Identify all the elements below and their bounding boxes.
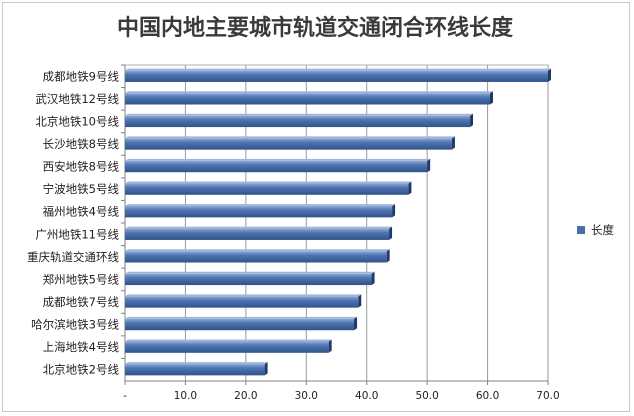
- bar: [125, 91, 493, 105]
- bar: [125, 362, 268, 376]
- x-tick-label: 40.0: [355, 390, 378, 402]
- bar-end-cap: [489, 91, 493, 105]
- category-label: 上海地铁4号线: [43, 340, 120, 354]
- bar-top-face: [125, 316, 358, 319]
- bar: [125, 249, 390, 263]
- category-label: 长沙地铁8号线: [43, 137, 120, 151]
- bar-face: [125, 318, 355, 331]
- category-label: 成都地铁9号线: [43, 69, 120, 83]
- bar-end-cap: [470, 113, 474, 128]
- bar-face: [125, 206, 393, 218]
- bar: [125, 339, 332, 353]
- category-label: 北京地铁2号线: [43, 363, 120, 377]
- bar-end-cap: [408, 181, 412, 195]
- x-tick-label: 70.0: [536, 390, 559, 402]
- bar-face: [125, 183, 409, 195]
- bar-face: [125, 93, 490, 105]
- x-tick-label: 50.0: [415, 390, 438, 402]
- category-label: 北京地铁10号线: [35, 114, 119, 128]
- bar-end-cap: [392, 204, 396, 218]
- bar: [125, 294, 362, 308]
- x-tick-label: -: [123, 390, 127, 402]
- bar: [125, 181, 412, 195]
- legend-swatch: [577, 226, 585, 234]
- bar-face: [125, 228, 390, 240]
- bar-top-face: [125, 294, 362, 297]
- category-label: 重庆轨道交通环线: [27, 250, 119, 264]
- chart-frame: 中国内地主要城市轨道交通闭合环线长度 - 10.0 20.0 30.0 40.0 50.0…: [2, 2, 630, 412]
- category-label: 西安地铁8号线: [43, 160, 120, 174]
- category-label: 郑州地铁5号线: [43, 272, 120, 286]
- bar-top-face: [125, 113, 474, 116]
- bar-top-face: [125, 204, 396, 207]
- bar-face: [125, 364, 265, 376]
- x-tick-label: 60.0: [476, 390, 499, 402]
- bar-top-face: [125, 226, 393, 229]
- bar-top-face: [125, 91, 493, 94]
- category-label: 广州地铁11号线: [35, 227, 119, 241]
- category-label: 成都地铁7号线: [43, 295, 120, 309]
- bar-face: [125, 273, 372, 286]
- chart-title: 中国内地主要城市轨道交通闭合环线长度: [117, 15, 514, 41]
- bar: [125, 226, 393, 240]
- bar-end-cap: [354, 316, 358, 331]
- bar-top-face: [125, 136, 455, 139]
- bar-end-cap: [358, 294, 362, 308]
- bar-end-cap: [328, 339, 332, 353]
- x-tick-label: 20.0: [234, 390, 257, 402]
- bar-end-cap: [386, 249, 390, 263]
- bar-end-cap: [264, 362, 268, 376]
- bar-face: [125, 115, 471, 128]
- bar-top-face: [125, 362, 268, 365]
- bar-end-cap: [548, 68, 551, 82]
- bar: [125, 204, 396, 218]
- legend-label: 长度: [591, 223, 614, 237]
- bar-face: [125, 160, 428, 173]
- bar: [125, 158, 431, 173]
- bar-end-cap: [451, 136, 455, 150]
- bar-end-cap: [389, 226, 393, 240]
- bar: [125, 271, 375, 286]
- bar-top-face: [125, 339, 332, 342]
- category-label: 武汉地铁12号线: [35, 92, 119, 106]
- bar-end-cap: [427, 158, 431, 173]
- bar: [125, 316, 358, 331]
- bar-face: [125, 138, 452, 150]
- category-label: 哈尔滨地铁3号线: [31, 318, 119, 332]
- bar: [125, 136, 455, 150]
- legend: 长度: [577, 223, 614, 237]
- bar: [125, 68, 551, 82]
- bar-top-face: [125, 271, 375, 274]
- x-tick-label: 10.0: [174, 390, 197, 402]
- bar: [125, 113, 474, 128]
- bar-face: [125, 70, 548, 82]
- bar-end-cap: [371, 271, 375, 286]
- bar-top-face: [125, 158, 431, 161]
- plot-background: [124, 64, 549, 382]
- x-tick-label: 30.0: [295, 390, 318, 402]
- plot-area: - 10.0 20.0 30.0 40.0 50.0 60.0 70.0 成都地铁9号线武汉地铁…: [27, 64, 560, 402]
- bar-face: [125, 341, 329, 353]
- bar-top-face: [125, 181, 412, 184]
- bar-top-face: [125, 249, 390, 252]
- bar-face: [125, 296, 359, 308]
- bar-chart: 中国内地主要城市轨道交通闭合环线长度 - 10.0 20.0 30.0 40.0 50.0…: [27, 15, 614, 402]
- category-label: 宁波地铁5号线: [43, 182, 120, 196]
- bar-face: [125, 251, 387, 263]
- bar-top-face: [125, 68, 551, 71]
- category-label: 福州地铁4号线: [43, 205, 120, 219]
